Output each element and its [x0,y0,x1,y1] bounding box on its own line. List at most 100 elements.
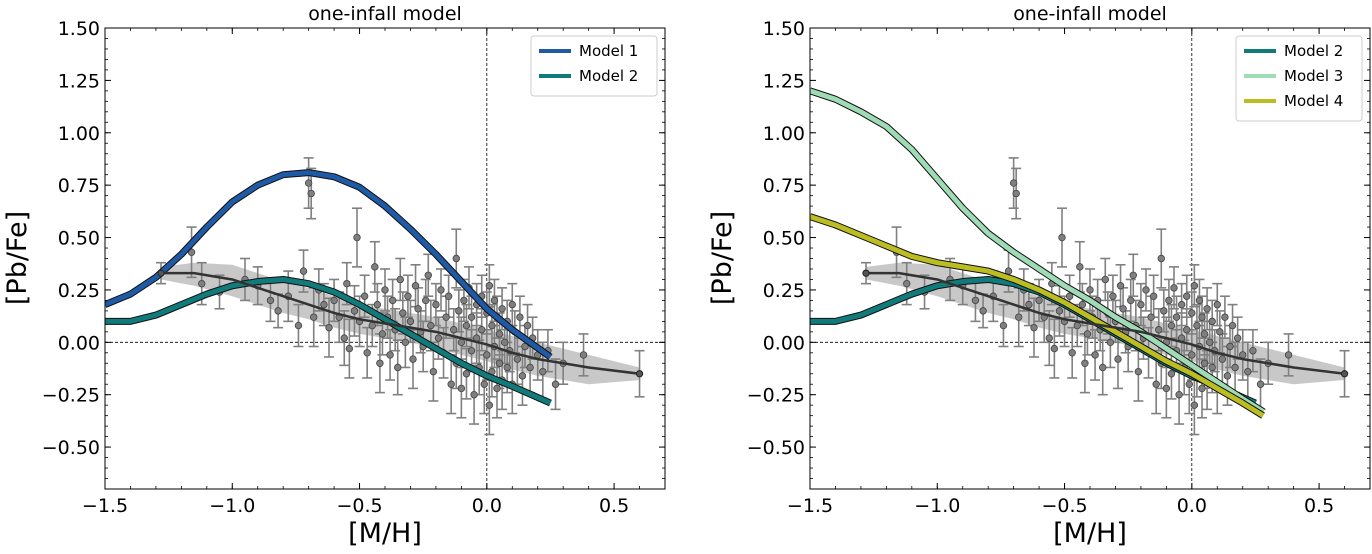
observation-point [1172,313,1181,321]
observation-point [1208,317,1216,326]
observation-point [1284,351,1293,359]
observation-point [999,321,1008,330]
left-plot-area [105,28,665,489]
observation-point [1205,338,1214,347]
observation-point [1188,309,1196,317]
observation-point [325,323,333,332]
observation-point [381,286,389,294]
observation-point [307,189,315,198]
observation-point [1231,363,1239,372]
observation-point [495,359,504,367]
observation-point [462,321,471,330]
observation-point [460,296,468,305]
observation-point [1129,271,1137,279]
observation-point [495,330,504,338]
observation-point [1233,334,1242,342]
observation-point [1091,351,1099,359]
observation-point [903,279,911,288]
observation-point [432,300,440,309]
observation-point [1030,323,1038,332]
observation-point [1185,380,1193,388]
observation-point [500,338,509,347]
observation-point [187,248,196,256]
trend-endpoint [862,269,870,277]
observation-point [409,355,417,363]
series-line-model-3 [810,88,1265,414]
observation-point [457,384,466,393]
observation-point [455,307,463,315]
legend-label-model-3: Model 3 [1284,67,1343,85]
observation-point [447,380,455,388]
observation-point [363,349,371,357]
observation-point [310,313,318,321]
observation-point [1170,284,1178,292]
observation-point [343,279,351,288]
trend-endpoint [1341,370,1348,378]
observation-point [274,307,282,315]
y-tick-label: −0.50 [747,437,805,459]
y-tick-label: 0.50 [58,228,100,250]
observation-point [1190,282,1199,290]
legend-label-model-2: Model 2 [579,67,638,85]
y-tick-label: −0.50 [42,437,100,459]
observation-point [480,380,488,388]
observation-point [1106,338,1115,347]
y-tick-label: 1.50 [58,18,100,40]
observation-point [388,296,397,305]
observation-point [1109,292,1117,300]
observation-point [1149,292,1158,300]
y-tick-label: −0.25 [42,385,100,407]
observation-point [1190,401,1199,409]
y-tick-label: 0.00 [58,332,100,354]
trend-endpoint [636,370,643,378]
observation-point [518,372,527,380]
observation-point [1213,300,1221,309]
observation-point [1137,300,1145,309]
observation-point [406,317,415,326]
observation-point [457,338,466,347]
observation-point [434,334,443,342]
observation-point [368,321,376,330]
observation-point [1068,349,1076,357]
observation-point [1239,351,1247,359]
observation-point [427,321,435,330]
observation-point [294,321,303,330]
observation-point [1127,296,1135,305]
trend-line [161,271,640,375]
observation-point [1200,330,1209,338]
observation-point [488,321,496,330]
observation-point [371,263,379,271]
observation-point [483,351,491,359]
observation-point [1114,355,1122,363]
observation-point [508,300,516,309]
observation-point [376,359,384,367]
observation-point [437,286,445,294]
right-chart-panel: one-infall model [M/H] [Pb/Fe] −1.5 −1.0−… [707,3,1371,549]
observation-point [1147,313,1155,321]
series-line-model-2 [105,276,552,406]
observation-point [1165,296,1173,305]
observation-point [299,267,308,275]
observation-point [1167,321,1176,330]
y-tick-label: 1.00 [58,123,100,145]
left-chart-panel: one-infall model [M/H] [Pb/Fe] −1.5 −1.0 −… [2,3,666,549]
legend-label-model-4: Model 4 [1284,92,1343,110]
x-tick-label: −1.0 [209,495,255,517]
observation-point [498,305,506,313]
observation-point [1218,355,1227,363]
observation-point [266,296,275,305]
observation-point [1015,313,1023,321]
observation-point [1012,189,1020,198]
legend-label-model-2: Model 2 [1284,42,1343,60]
observation-point [442,313,450,321]
observation-point [470,391,478,399]
observation-point [539,367,547,376]
observation-point [1025,300,1033,309]
x-tick-label: 0.0 [472,495,502,517]
observation-point [360,292,369,300]
y-tick-label: 1.00 [763,123,805,145]
observation-point [1200,359,1209,367]
observation-point [1226,342,1234,351]
x-tick-label: 0.5 [1304,495,1334,517]
right-y-axis-label: [Pb/Fe] [707,211,738,305]
